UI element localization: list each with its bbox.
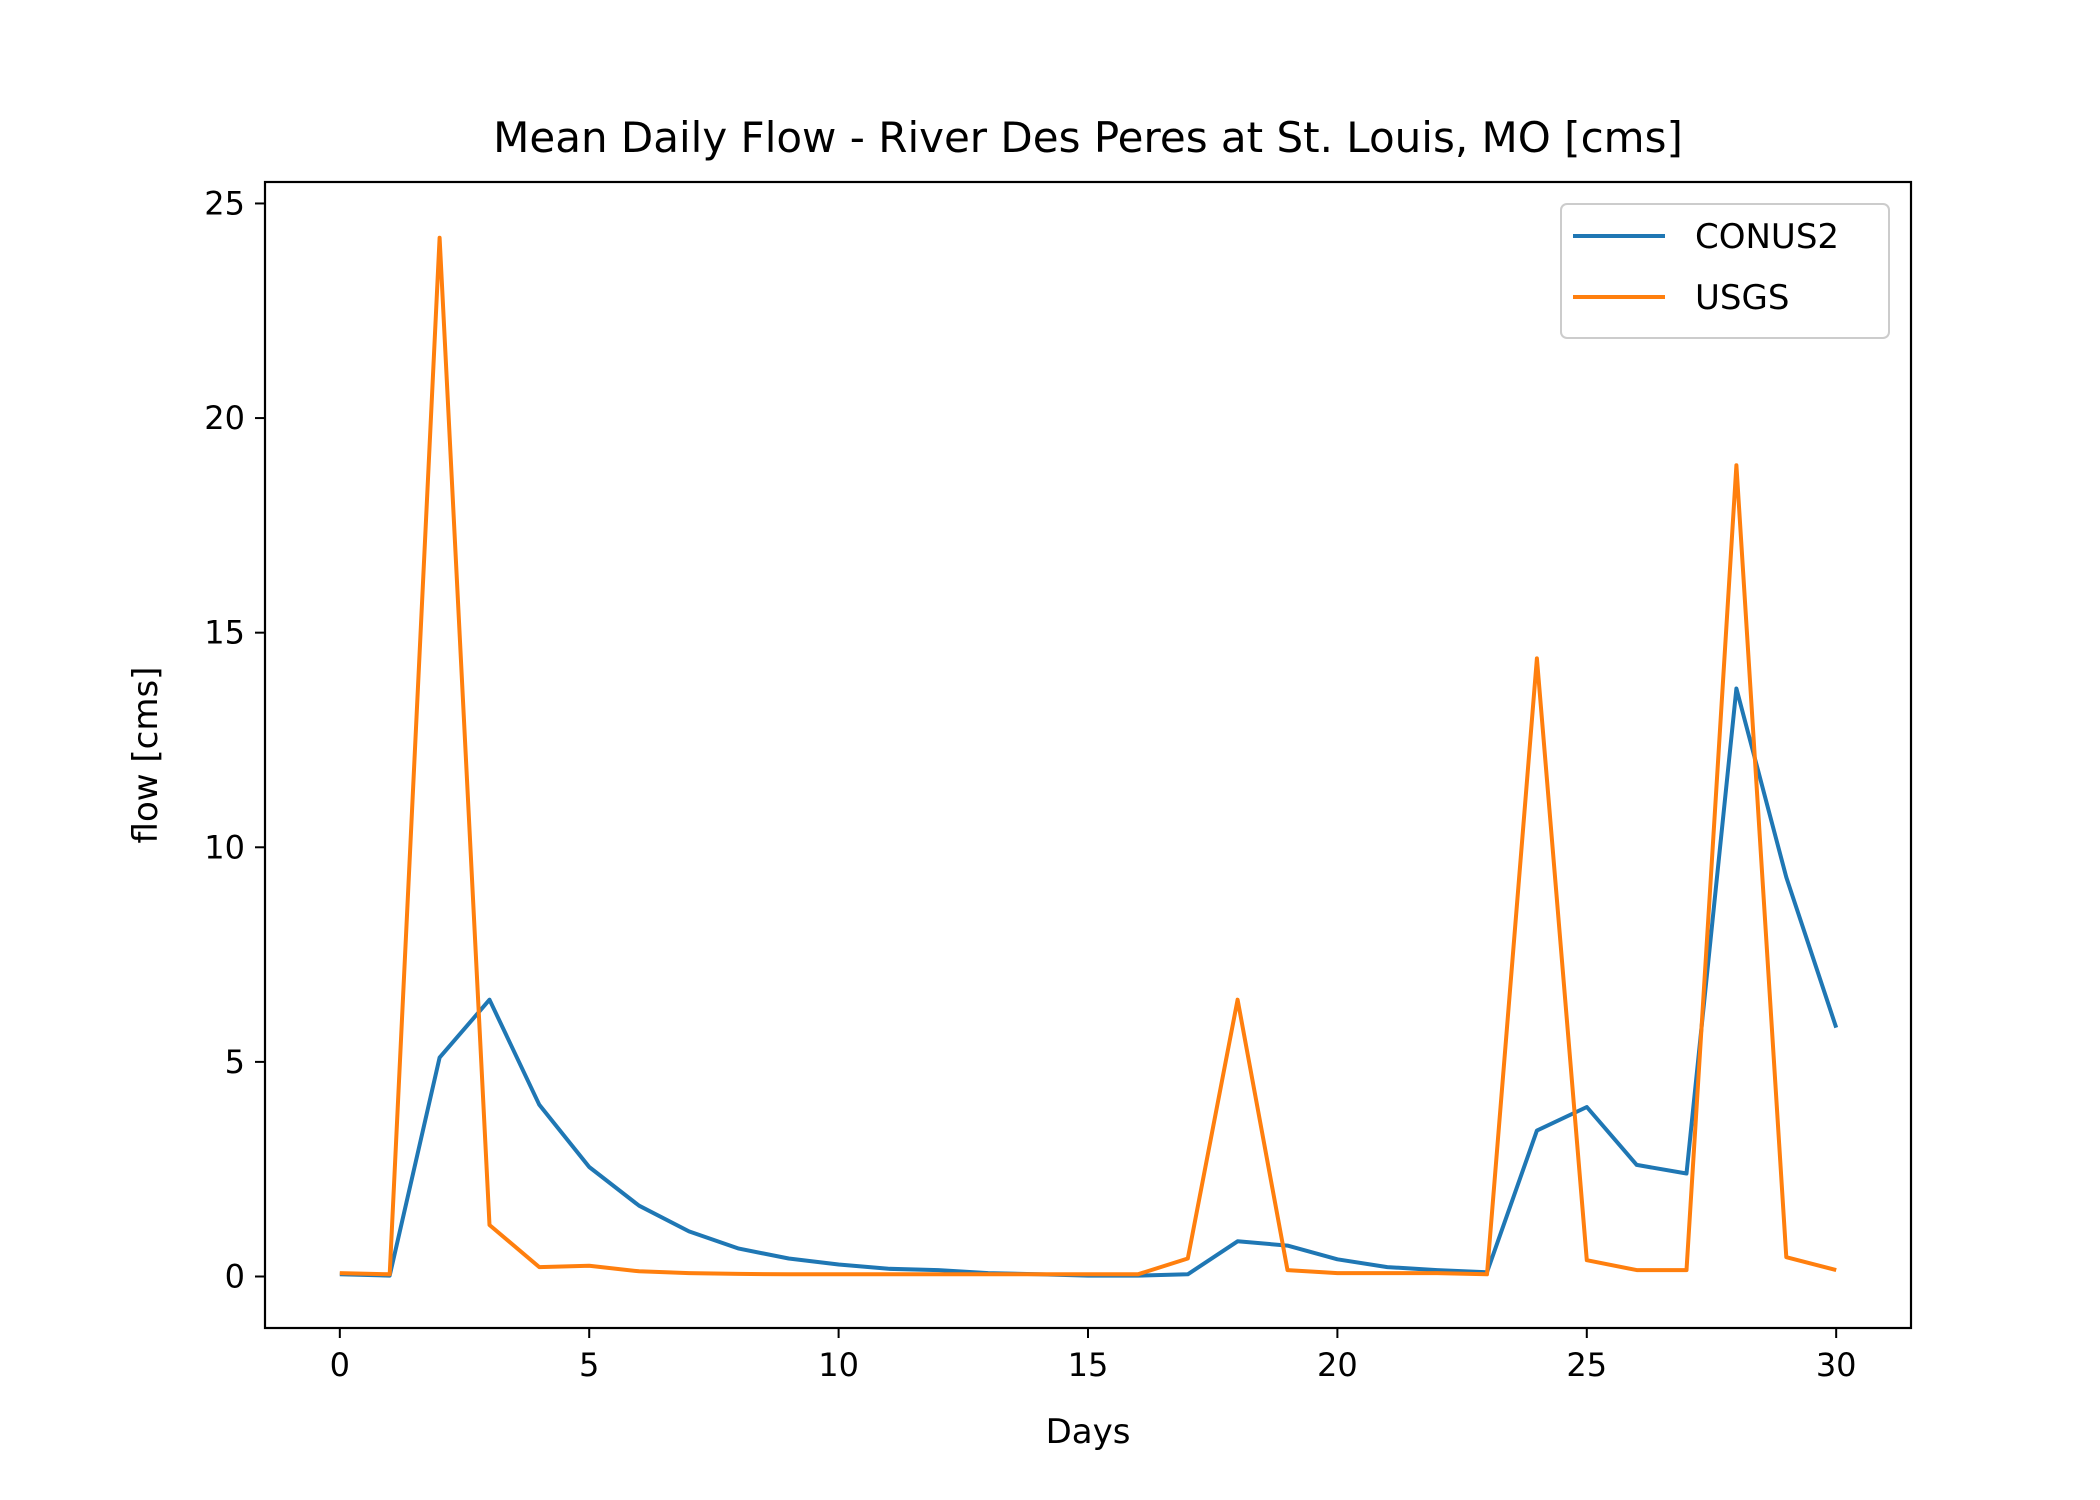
x-tick-label: 30	[1816, 1346, 1857, 1384]
legend-label-conus2: CONUS2	[1695, 217, 1839, 257]
x-axis-label: Days	[1046, 1412, 1131, 1452]
y-tick-label: 15	[204, 614, 245, 652]
x-axis: 0 5 10 15 20 25 30	[330, 1328, 1857, 1384]
y-tick-label: 5	[225, 1043, 245, 1081]
x-tick-label: 5	[579, 1346, 599, 1384]
y-tick-label: 25	[204, 184, 245, 222]
y-axis-label: flow [cms]	[126, 667, 166, 844]
y-tick-label: 0	[225, 1257, 245, 1295]
plot-frame	[263, 180, 1913, 1330]
series-line-conus2	[339, 686, 1839, 1278]
x-tick-label: 20	[1317, 1346, 1358, 1384]
legend: CONUS2 USGS	[1560, 203, 1890, 339]
x-tick-label: 25	[1566, 1346, 1607, 1384]
y-tick-label: 20	[204, 399, 245, 437]
chart-title: Mean Daily Flow - River Des Peres at St.…	[493, 113, 1683, 162]
plot-area	[339, 235, 1839, 1278]
legend-label-usgs: USGS	[1695, 278, 1789, 318]
y-tick-label: 10	[204, 828, 245, 866]
x-tick-label: 0	[330, 1346, 350, 1384]
series-line-usgs	[339, 235, 1837, 1277]
x-tick-label: 10	[818, 1346, 859, 1384]
y-axis: 0 5 10 15 20 25	[204, 184, 265, 1295]
x-tick-label: 15	[1068, 1346, 1109, 1384]
